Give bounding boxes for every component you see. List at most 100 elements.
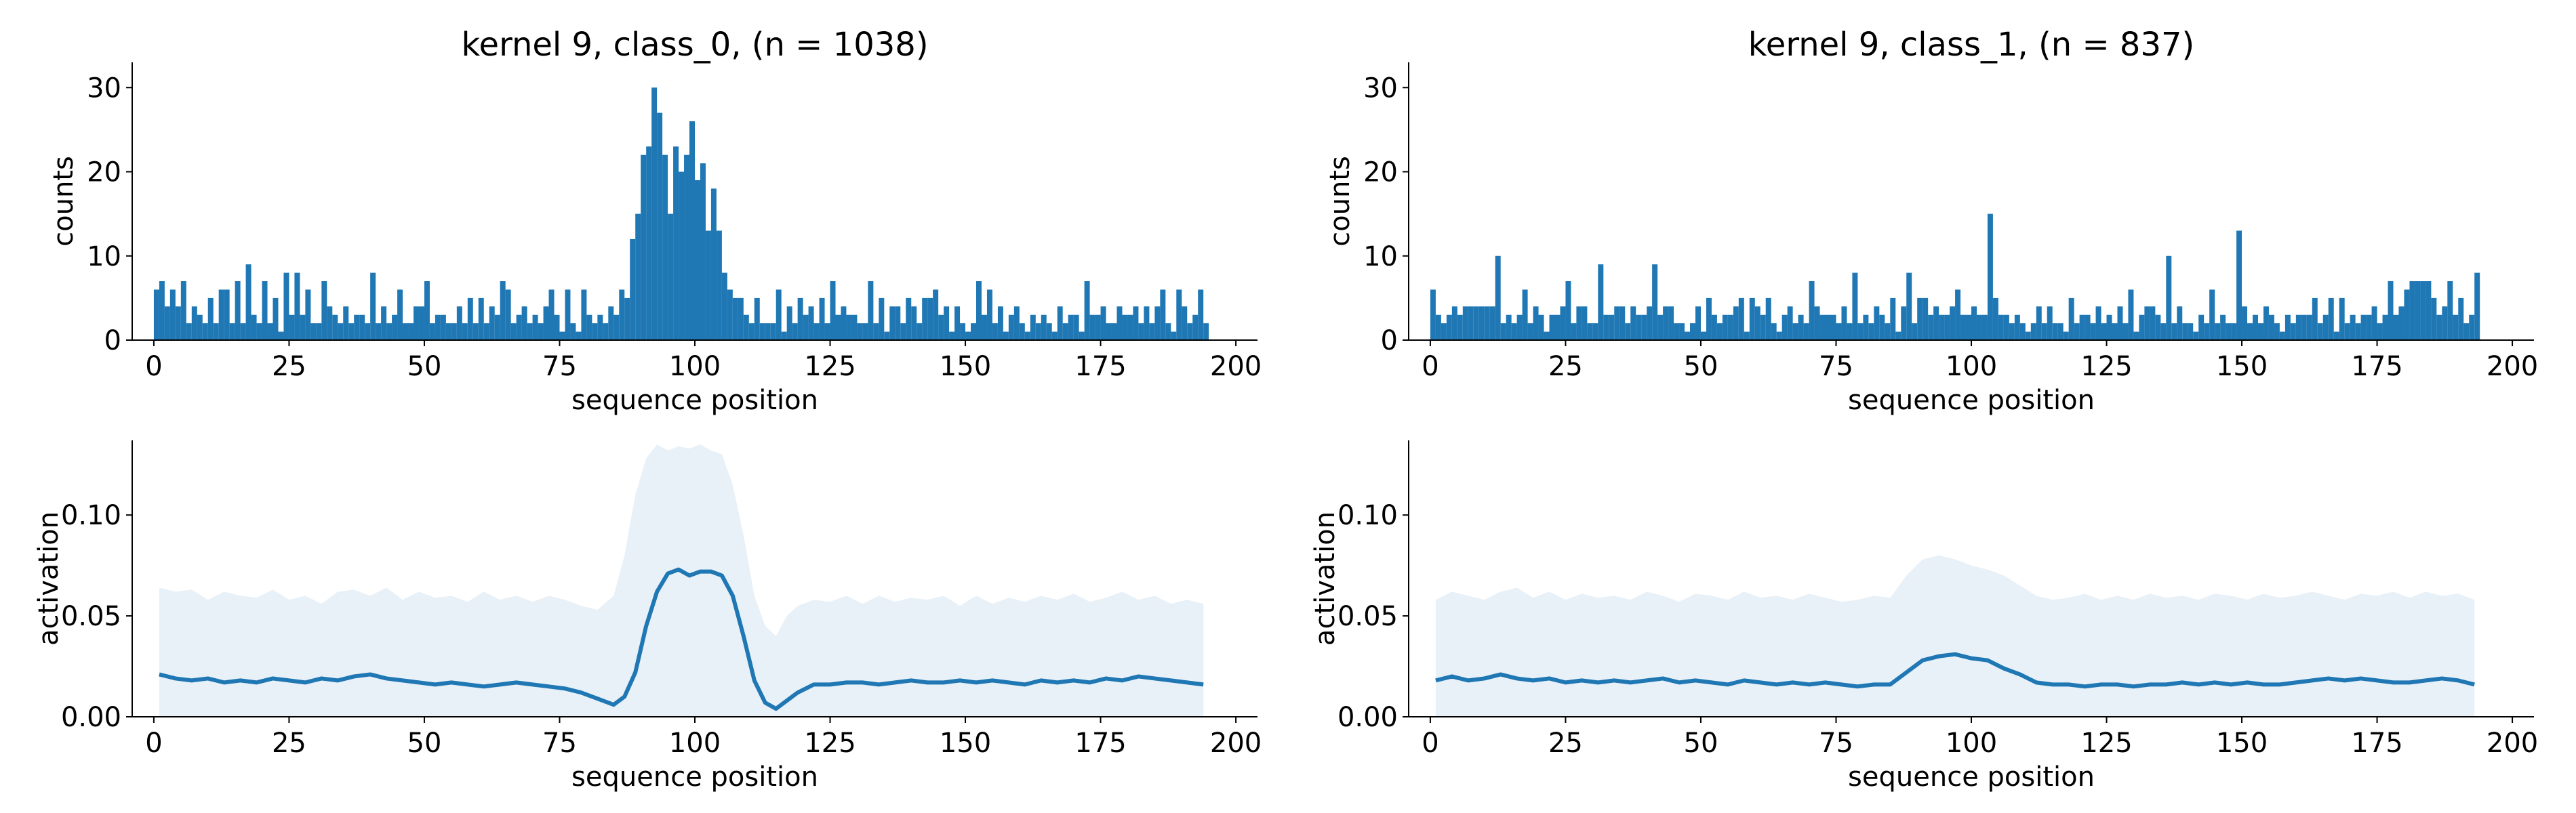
bar xyxy=(900,323,906,340)
bar xyxy=(1679,323,1685,340)
x-tick-label: 25 xyxy=(272,728,306,759)
bar xyxy=(1619,306,1626,340)
bar xyxy=(2144,306,2150,340)
x-tick-label: 200 xyxy=(2487,728,2538,759)
bar xyxy=(938,314,944,340)
bar xyxy=(186,323,192,340)
bar xyxy=(1819,314,1826,340)
bar xyxy=(262,281,268,340)
bar xyxy=(2415,281,2421,340)
bar xyxy=(278,331,284,340)
bar xyxy=(971,323,976,340)
x-tick-label: 100 xyxy=(669,351,721,382)
bar xyxy=(1852,272,1858,340)
bar xyxy=(710,188,717,340)
bar xyxy=(2009,323,2015,340)
bar xyxy=(169,289,176,340)
bar xyxy=(1668,306,1674,340)
bar xyxy=(1489,306,1495,340)
x-tick-label: 150 xyxy=(940,351,991,382)
bar xyxy=(543,306,549,340)
bar xyxy=(1073,314,1079,340)
bar xyxy=(305,289,311,340)
bar xyxy=(1792,323,1798,340)
bar xyxy=(2220,314,2226,340)
bar xyxy=(2188,323,2194,340)
bar xyxy=(510,323,517,340)
bar xyxy=(2095,306,2101,340)
y-tick-label: 10 xyxy=(87,241,121,272)
bar xyxy=(289,314,295,340)
x-tick-label: 50 xyxy=(407,351,442,382)
bar xyxy=(1133,306,1139,340)
bar xyxy=(392,314,398,340)
bar xyxy=(175,306,181,340)
bar xyxy=(527,323,533,340)
bar xyxy=(1749,297,1755,340)
bar xyxy=(2036,306,2042,340)
bar xyxy=(2274,323,2280,340)
bar xyxy=(1154,306,1161,340)
bar xyxy=(2474,272,2480,340)
bar xyxy=(164,306,170,340)
bar xyxy=(933,289,939,340)
bar xyxy=(862,323,868,340)
bar xyxy=(1592,323,1598,340)
bar xyxy=(1041,314,1047,340)
bar xyxy=(1457,314,1463,340)
bar xyxy=(2106,314,2112,340)
bar xyxy=(1495,255,1501,340)
bar xyxy=(327,306,333,340)
x-tick-label: 175 xyxy=(2351,728,2402,759)
bar xyxy=(1901,306,1907,340)
bar xyxy=(1939,314,1945,340)
bar xyxy=(538,323,544,340)
bar xyxy=(2290,323,2296,340)
bar xyxy=(2458,297,2464,340)
bar xyxy=(2306,314,2312,340)
bar xyxy=(2122,323,2129,340)
bar xyxy=(435,314,441,340)
bar xyxy=(1923,297,1929,340)
bar xyxy=(294,272,300,340)
bar xyxy=(191,306,197,340)
bar xyxy=(2231,323,2237,340)
bar xyxy=(2198,314,2205,340)
bar xyxy=(1473,306,1479,340)
bar xyxy=(300,314,306,340)
bar xyxy=(1998,314,2004,340)
bar xyxy=(494,314,500,340)
bar xyxy=(1809,281,1815,340)
bar xyxy=(2447,281,2453,340)
bar xyxy=(424,281,430,340)
bar xyxy=(2155,314,2161,340)
bar xyxy=(1841,306,1847,340)
y-tick-label: 30 xyxy=(87,72,121,104)
bar xyxy=(1933,306,1939,340)
x-tick-label: 50 xyxy=(407,728,442,759)
bar xyxy=(2030,323,2036,340)
bar xyxy=(1182,306,1188,340)
bar xyxy=(1468,306,1474,340)
bar xyxy=(792,323,798,340)
bar xyxy=(489,306,495,340)
bar xyxy=(1171,331,1177,340)
bar xyxy=(2063,331,2069,340)
bar xyxy=(808,306,814,340)
bar xyxy=(2322,314,2329,340)
bar xyxy=(1013,306,1020,340)
bar xyxy=(516,314,522,340)
bar xyxy=(1144,306,1150,340)
bar xyxy=(224,289,230,340)
bar xyxy=(245,264,251,340)
bar xyxy=(1863,314,1869,340)
bar xyxy=(2182,323,2188,340)
bar xyxy=(1192,314,1199,340)
bar xyxy=(992,323,998,340)
bar xyxy=(911,306,917,340)
bar xyxy=(1803,323,1809,340)
bar xyxy=(1695,306,1701,340)
bar xyxy=(202,323,208,340)
bar xyxy=(700,163,706,340)
bar xyxy=(879,297,885,340)
